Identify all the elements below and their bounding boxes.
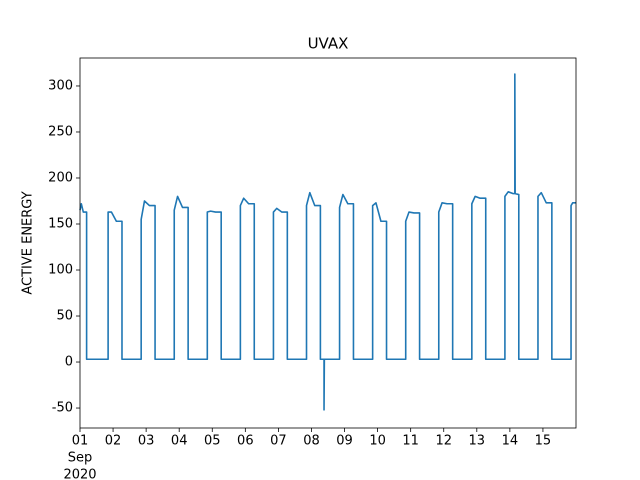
x-sublabel: 2020: [63, 468, 96, 480]
y-tick-label: 250: [48, 124, 73, 139]
x-tick-label: 10: [369, 434, 386, 449]
x-tick-label: 06: [237, 434, 254, 449]
y-tick-label: 100: [48, 263, 73, 278]
x-tick-label: 11: [402, 434, 419, 449]
x-sublabel: Sep: [68, 451, 93, 466]
x-tick-label: 05: [204, 434, 221, 449]
y-tick-label: 300: [48, 78, 73, 93]
x-tick-label: 12: [435, 434, 452, 449]
chart-title: UVAX: [308, 35, 349, 53]
x-tick-label: 01: [72, 434, 89, 449]
x-tick-label: 03: [138, 434, 155, 449]
plot-frame: [79, 57, 577, 429]
y-tick-label: 0: [65, 355, 73, 370]
y-tick-label: 150: [48, 216, 73, 231]
x-tick-label: 09: [336, 434, 353, 449]
y-tick-label: 50: [56, 309, 73, 324]
x-tick-label: 04: [171, 434, 188, 449]
x-tick-label: 07: [270, 434, 287, 449]
x-tick-label: 14: [502, 434, 519, 449]
y-tick-label: -50: [52, 401, 73, 416]
x-tick-label: 15: [535, 434, 552, 449]
y-axis-label: ACTIVE ENERGY: [21, 191, 36, 294]
x-tick-label: 13: [469, 434, 486, 449]
x-tick-label: 08: [303, 434, 320, 449]
data-line: [79, 73, 576, 411]
x-tick-label: 02: [105, 434, 122, 449]
y-tick-label: 200: [48, 170, 73, 185]
